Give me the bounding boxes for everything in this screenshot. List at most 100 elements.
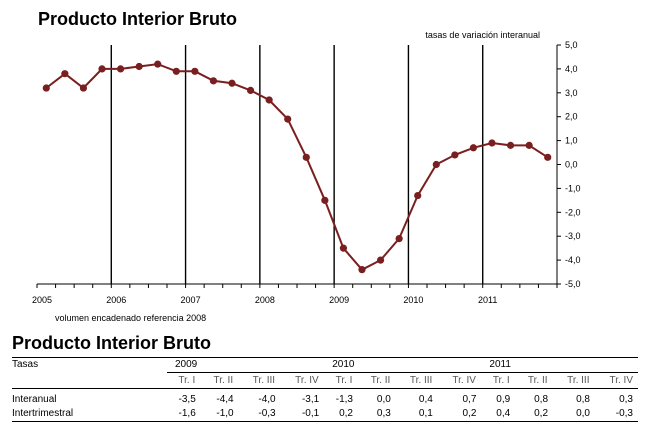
data-point xyxy=(172,67,180,75)
table-cell: -4,0 xyxy=(258,394,276,405)
table-cell: 0,2 xyxy=(437,407,482,422)
data-point xyxy=(191,67,199,75)
data-point xyxy=(321,196,329,204)
data-point xyxy=(284,115,292,123)
data-point xyxy=(79,84,88,92)
table-cell: -1,6 xyxy=(167,407,201,422)
data-point xyxy=(116,65,125,73)
data-point xyxy=(228,79,236,87)
data-point xyxy=(98,65,106,73)
data-point xyxy=(302,153,310,161)
table-row-label: Intertrimestral xyxy=(12,407,167,422)
y-axis-label: tasas de variación interanual xyxy=(425,30,540,40)
y-tick-label: 2,0 xyxy=(565,112,578,122)
table-cell: -0,3 xyxy=(595,407,638,422)
data-point xyxy=(42,84,50,92)
table-header-quarters: Tr. I Tr. II Tr. III Tr. IV Tr. I Tr. II Tr. I… xyxy=(12,372,638,389)
series-line xyxy=(45,63,549,271)
table-cell: 0,2 xyxy=(324,407,358,422)
data-point xyxy=(135,62,143,71)
data-point xyxy=(488,139,496,147)
data-point xyxy=(395,234,403,243)
y-tick-label: 0,0 xyxy=(565,160,578,170)
table-quarter-header: Tr. III xyxy=(395,372,438,389)
x-tick-label: 2007 xyxy=(181,295,201,305)
table-year-header: 2009 xyxy=(167,357,325,373)
x-tick-label: 2008 xyxy=(255,295,275,305)
table-cell: 0,4 xyxy=(481,407,516,422)
table-quarter-header: Tr. II xyxy=(514,372,554,389)
table-row: Interanual -3,5 -4,4 -4,0 -3,1 -1,3 0,0 0,4 0,7 0… xyxy=(12,393,638,407)
table-row-label: Interanual xyxy=(12,394,57,405)
x-axis-note: volumen encadenado referencia 2008 xyxy=(55,313,206,323)
series-pib xyxy=(42,60,552,274)
table-quarter-header: Tr. I xyxy=(480,372,516,389)
y-tick-label: 4,0 xyxy=(565,64,578,74)
x-tick-label: 2009 xyxy=(329,295,349,305)
table-quarter-header: Tr. II xyxy=(357,372,396,389)
x-tick-label: 2010 xyxy=(403,295,423,305)
table-quarter-header: Tr. IV xyxy=(280,372,325,389)
data-point xyxy=(414,191,422,200)
table-quarter-header: Tr. IV xyxy=(594,372,638,389)
table-quarter-header: Tr. III xyxy=(552,372,595,389)
table-cell: 0,0 xyxy=(376,394,391,405)
data-point xyxy=(246,86,255,95)
data-point xyxy=(339,244,348,252)
table-quarter-header: Tr. IV xyxy=(437,372,482,389)
table-cell: 0,4 xyxy=(418,394,433,405)
table-cell: 0,3 xyxy=(357,407,396,422)
table-cell: -0,1 xyxy=(280,407,325,422)
x-tick-label: 2011 xyxy=(478,295,497,305)
chart-title: Producto Interior Bruto xyxy=(38,9,237,29)
x-tick-label: 2005 xyxy=(32,295,52,305)
pib-line-chart: 2005 2006 2007 2008 2009 2010 2011 5,0 4,0 3,0 2,0… xyxy=(32,30,581,323)
data-point xyxy=(358,266,366,274)
table-quarter-header: Tr. I xyxy=(166,372,201,389)
table-rowhead: Tasas xyxy=(12,357,167,373)
y-tick-label: -3,0 xyxy=(565,231,581,241)
table-cell: 0,8 xyxy=(534,394,549,405)
y-tick-label: 1,0 xyxy=(565,136,578,146)
y-tick-label: -4,0 xyxy=(565,255,581,265)
table-cell: -3,1 xyxy=(301,394,320,405)
table-cell: 0,8 xyxy=(576,394,590,405)
table-cell: -1,3 xyxy=(335,394,353,405)
y-tick-label: 5,0 xyxy=(565,40,578,50)
table-cell: 0,9 xyxy=(496,394,511,405)
x-tick-label: 2006 xyxy=(106,295,126,305)
table-cell: 0,7 xyxy=(462,394,477,405)
data-point xyxy=(469,144,478,152)
table-cell: 0,0 xyxy=(553,407,595,422)
y-tick-label: 3,0 xyxy=(565,88,578,98)
axes: 2005 2006 2007 2008 2009 2010 2011 5,0 4,0 3,0 2,0… xyxy=(32,40,581,305)
table-cell: -3,5 xyxy=(178,394,196,405)
table-cell: 0,3 xyxy=(619,394,633,405)
table-cell: -1,0 xyxy=(200,407,239,422)
y-tick-label: -5,0 xyxy=(565,279,581,289)
data-point xyxy=(265,96,273,104)
table-quarter-header: Tr. I xyxy=(323,372,358,389)
table-cell: -4,4 xyxy=(216,394,234,405)
pib-data-table: Tasas 2009 2010 2011 Tr. I Tr. II Tr. III Tr. I… xyxy=(12,357,638,422)
y-tick-label: -1,0 xyxy=(565,183,581,193)
data-point xyxy=(525,141,533,149)
grid-lines xyxy=(110,45,484,284)
data-point xyxy=(209,77,218,85)
table-header-years: Tasas 2009 2010 2011 xyxy=(12,357,638,373)
table-cell: -0,3 xyxy=(238,407,281,422)
table-blank-cell xyxy=(12,372,167,389)
data-point xyxy=(61,70,69,78)
data-point xyxy=(376,256,385,264)
data-point xyxy=(432,160,440,169)
table-quarter-header: Tr. II xyxy=(200,372,239,389)
table-cell: 0,2 xyxy=(515,407,554,422)
table-row: Intertrimestral -1,6 -1,0 -0,3 -0,1 0,2 0,3 0,1… xyxy=(12,407,638,422)
data-point xyxy=(544,153,552,161)
table-quarter-header: Tr. III xyxy=(238,372,281,389)
data-point xyxy=(451,151,459,159)
data-point xyxy=(154,60,162,68)
data-point xyxy=(506,141,515,149)
table-year-header: 2010 xyxy=(324,357,482,373)
table-cell: 0,1 xyxy=(395,407,438,422)
